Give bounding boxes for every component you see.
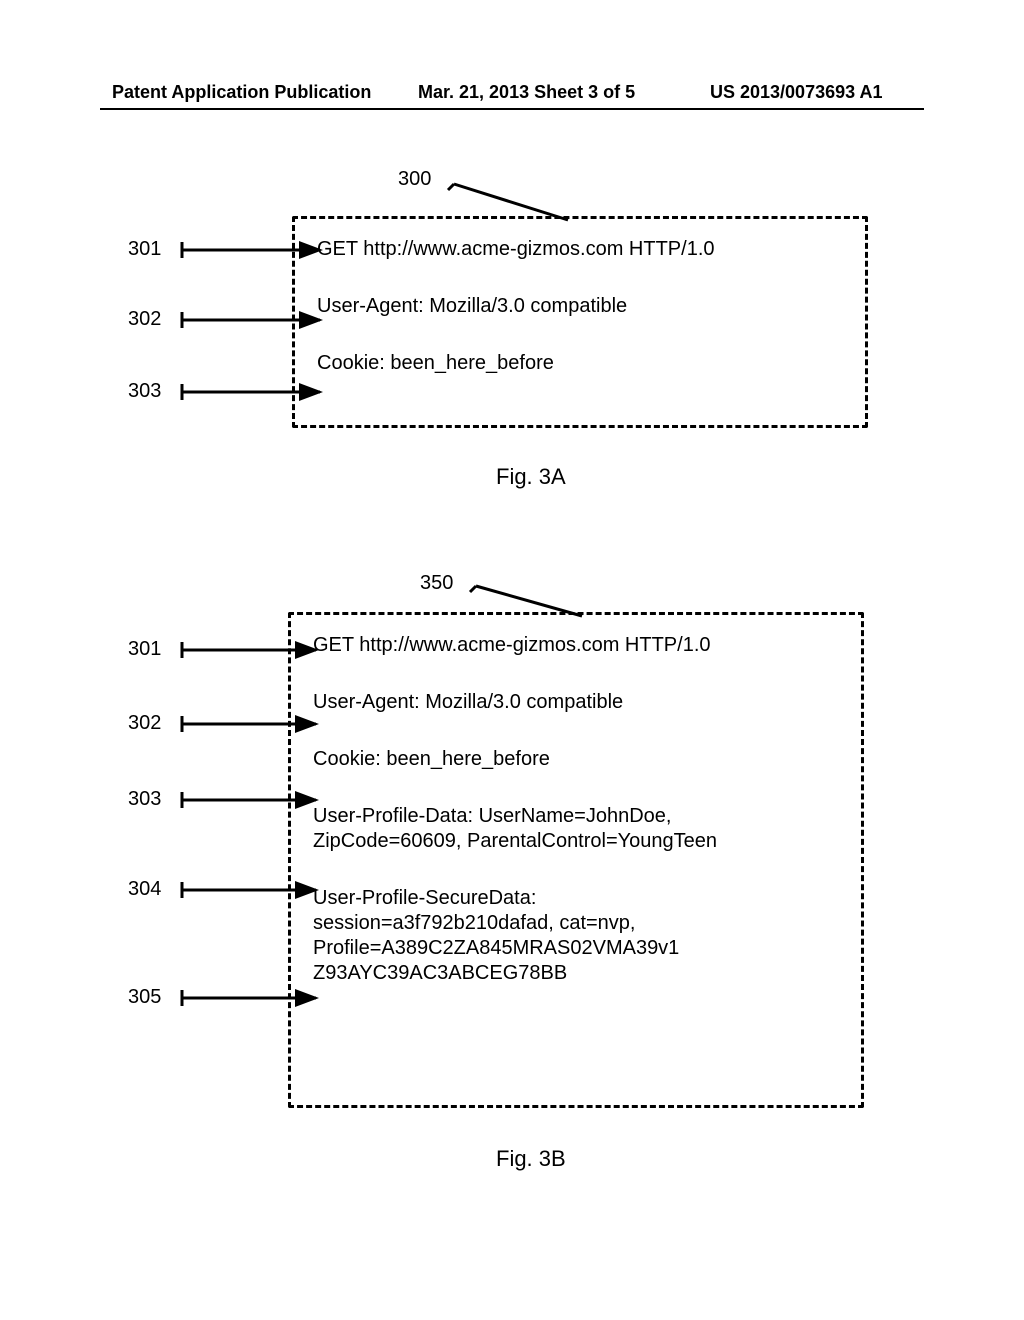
fig-3a-ref-301: 301 [128, 238, 161, 261]
fig-3a-row-301: GET http://www.acme-gizmos.com HTTP/1.0 [317, 237, 843, 262]
fig-3a-caption: Fig. 3A [496, 464, 566, 490]
fig-3a-request-box: GET http://www.acme-gizmos.com HTTP/1.0 U… [292, 216, 868, 428]
fig-3a-row-303: Cookie: been_here_before [317, 351, 843, 376]
fig-3a-ref-303: 303 [128, 380, 161, 403]
fig-3a-box-ref: 300 [398, 168, 431, 191]
fig-3b-ref-303: 303 [128, 788, 161, 811]
fig-3b-row-304: User-Profile-Data: UserName=JohnDoe, Zip… [313, 804, 839, 854]
fig-3b-ref-301: 301 [128, 638, 161, 661]
page: Patent Application Publication Mar. 21, … [0, 0, 1024, 1320]
fig-3b-ref-304: 304 [128, 878, 161, 901]
fig-3b-row-303: Cookie: been_here_before [313, 747, 839, 772]
fig-3b-request-box: GET http://www.acme-gizmos.com HTTP/1.0 U… [288, 612, 864, 1108]
fig-3b-ref-305: 305 [128, 986, 161, 1009]
fig-3b-row-301: GET http://www.acme-gizmos.com HTTP/1.0 [313, 633, 839, 658]
fig-3a-row-302: User-Agent: Mozilla/3.0 compatible [317, 294, 843, 319]
fig-3b-ref-302: 302 [128, 712, 161, 735]
fig-3b-row-305: User-Profile-SecureData: session=a3f792b… [313, 886, 839, 986]
fig-3b-caption: Fig. 3B [496, 1146, 566, 1172]
fig-3a-ref-302: 302 [128, 308, 161, 331]
fig-3b-row-302: User-Agent: Mozilla/3.0 compatible [313, 690, 839, 715]
fig-3b-box-ref: 350 [420, 572, 453, 595]
